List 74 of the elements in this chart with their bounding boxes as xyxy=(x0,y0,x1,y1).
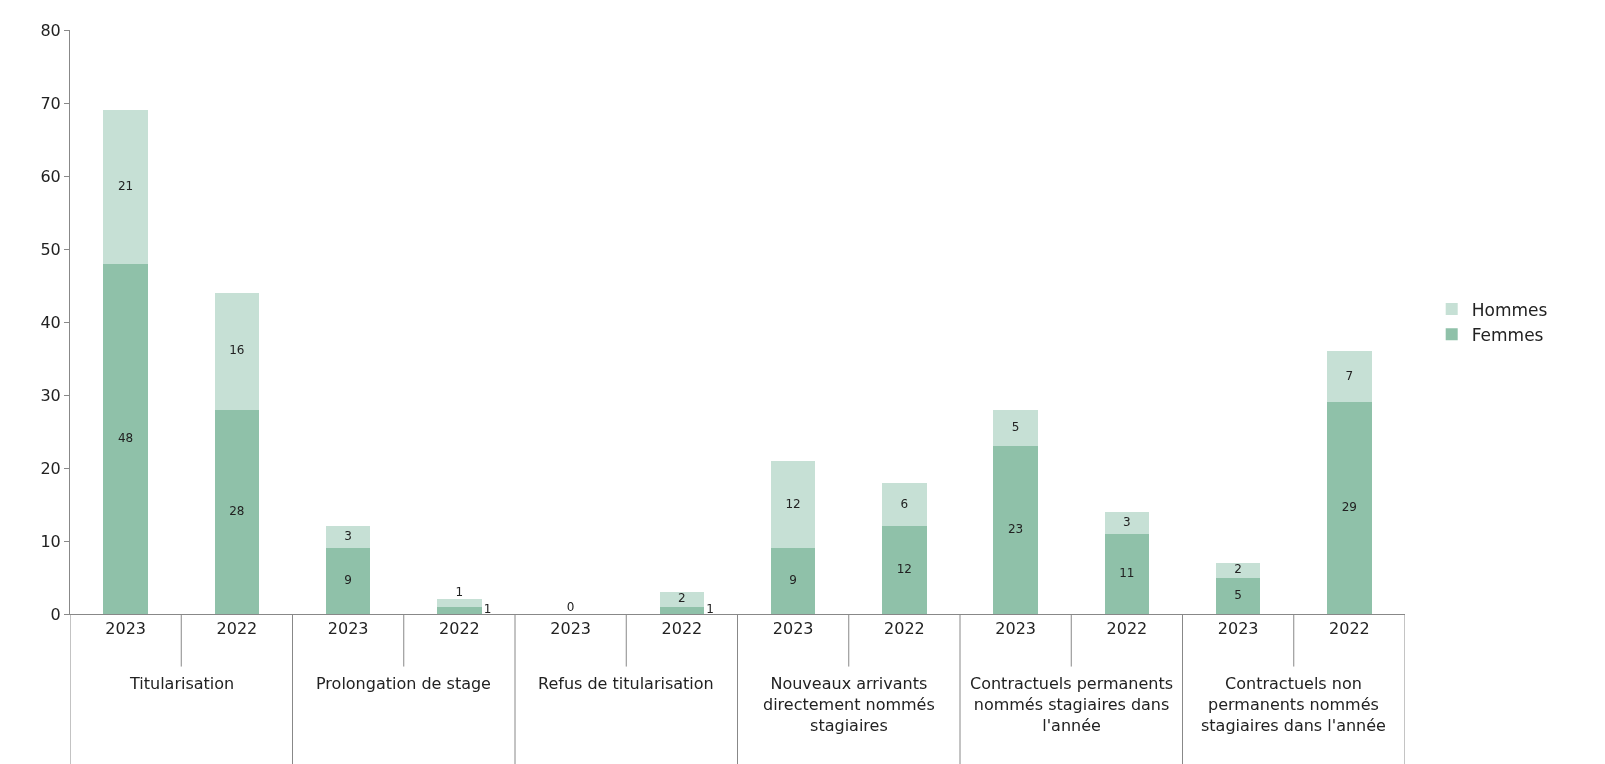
bar xyxy=(214,409,260,614)
data-label: 2 xyxy=(1234,562,1242,577)
x-tick-label: 2022 xyxy=(661,619,703,639)
data-label: 11 xyxy=(1119,565,1135,580)
x-tick-label: 2022 xyxy=(884,619,925,639)
bar xyxy=(659,606,705,614)
data-label: 1 xyxy=(455,585,464,600)
data-label: 21 xyxy=(117,178,134,193)
data-label: 9 xyxy=(344,573,352,588)
data-label: 48 xyxy=(117,430,134,445)
text: Titularisation xyxy=(129,674,235,693)
text: Contractuels permanents nommés stagiaires dans l'année xyxy=(970,674,1174,735)
data-label: 5 xyxy=(1234,587,1242,602)
bar xyxy=(1215,562,1261,578)
data-label: 28 xyxy=(229,503,245,518)
bar xyxy=(993,446,1038,614)
data-label: 16 xyxy=(229,343,245,358)
bar xyxy=(1327,351,1372,403)
bar xyxy=(103,263,148,614)
bar xyxy=(993,409,1038,447)
x-tick-label: 2023 xyxy=(1217,619,1259,639)
bar xyxy=(214,292,260,410)
data-label: 9 xyxy=(789,573,797,588)
bar xyxy=(325,526,371,549)
data-label: 6 xyxy=(900,496,909,511)
text: Nouveaux arrivants directement nommés stagiaires xyxy=(763,674,935,735)
bar xyxy=(882,526,927,614)
data-label: 2 xyxy=(678,591,686,606)
legend-label: Hommes xyxy=(1471,299,1548,320)
y-tick-label: 30 xyxy=(40,385,61,405)
bar xyxy=(325,548,371,614)
x-tick-label: 2022 xyxy=(1106,619,1148,639)
y-tick-label: 70 xyxy=(40,93,61,113)
bar xyxy=(437,599,482,607)
bar xyxy=(1215,577,1261,614)
bar xyxy=(1327,402,1372,614)
x-tick-label: 2023 xyxy=(772,619,814,639)
bar xyxy=(1104,511,1150,534)
data-label: 1 xyxy=(706,602,714,617)
y-tick-label: 20 xyxy=(40,458,61,478)
x-tick-label: 2023 xyxy=(995,619,1036,639)
data-label: 0 xyxy=(566,600,575,614)
bar xyxy=(882,482,927,527)
data-label: 23 xyxy=(1007,522,1024,537)
data-label: 3 xyxy=(1123,514,1131,529)
bar xyxy=(437,606,482,614)
y-tick-label: 40 xyxy=(40,312,61,332)
bar xyxy=(770,548,816,614)
data-label: 29 xyxy=(1341,500,1358,515)
y-tick-label: 60 xyxy=(40,166,61,186)
legend-label: Femmes xyxy=(1471,324,1544,345)
data-label: 7 xyxy=(1345,368,1354,383)
data-label: 1 xyxy=(483,602,492,617)
data-label: 3 xyxy=(344,529,352,544)
x-tick-label: 2023 xyxy=(105,619,146,639)
x-tick-label: 2022 xyxy=(1329,619,1370,639)
bar xyxy=(659,592,705,607)
y-tick-label: 80 xyxy=(40,20,61,40)
x-tick-label: 2022 xyxy=(216,619,258,639)
bar xyxy=(770,460,816,549)
text: Refus de titularisation xyxy=(538,674,714,693)
x-tick-label: 2022 xyxy=(439,619,480,639)
y-tick-label: 0 xyxy=(50,604,61,624)
y-tick-label: 50 xyxy=(40,239,61,259)
x-tick-label: 2023 xyxy=(550,619,591,639)
text: Contractuels non permanents nommés stagiaires dans l'année xyxy=(1201,674,1386,735)
data-label: 12 xyxy=(896,562,913,577)
data-label: 5 xyxy=(1011,419,1020,434)
bar xyxy=(103,110,148,264)
text: Prolongation de stage xyxy=(316,674,491,693)
y-tick-label: 10 xyxy=(40,531,61,551)
x-tick-label: 2023 xyxy=(327,619,369,639)
bar xyxy=(1104,533,1150,614)
data-label: 12 xyxy=(785,496,801,511)
